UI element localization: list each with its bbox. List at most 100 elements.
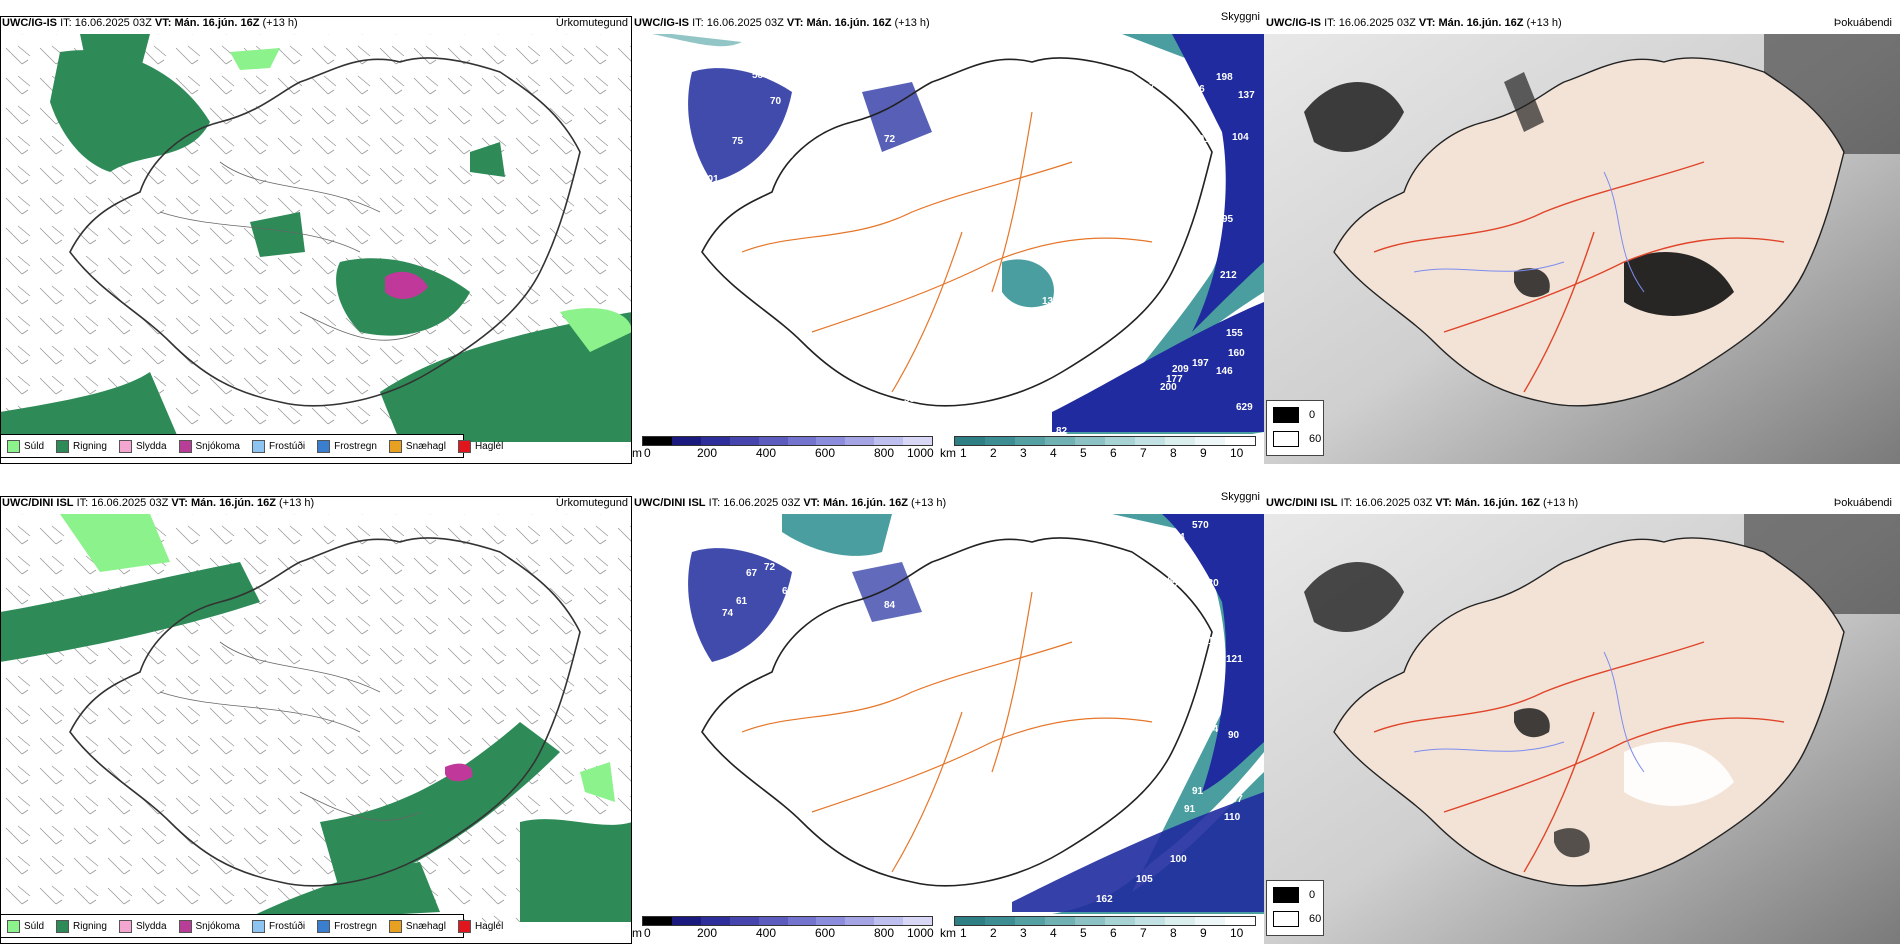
vis-tick: 8 xyxy=(1170,446,1177,460)
visibility-value: 127 xyxy=(1132,528,1149,539)
product-title: Skyggni xyxy=(1220,12,1260,23)
visibility-value: 96 xyxy=(818,654,830,665)
visibility-value: 106 xyxy=(1160,134,1177,145)
it-label: IT: xyxy=(60,17,72,29)
elev-tick: 0 xyxy=(644,446,651,460)
legend-label: Slydda xyxy=(135,920,167,932)
legend-swatch xyxy=(118,919,132,933)
model-name: UWC/IG-IS xyxy=(1266,17,1321,29)
legend-swatch xyxy=(56,439,70,453)
visibility-value: 67 xyxy=(816,598,828,609)
fog-low-label: 0 xyxy=(1309,889,1316,901)
visibility-value: 90 xyxy=(1228,730,1240,741)
legend-swatch xyxy=(317,439,331,453)
product-title: Úrkomutegund xyxy=(555,17,628,29)
model-name: UWC/DINI ISL xyxy=(2,497,74,509)
visibility-value: 104 xyxy=(1232,132,1249,143)
visibility-colorbar: km 1 2 3 4 5 6 7 8 9 10 xyxy=(940,434,1260,464)
panel-header: UWC/IG-IS IT: 16.06.2025 03Z VT: Mán. 16… xyxy=(1264,12,1900,34)
elevation-strip xyxy=(642,436,933,446)
visibility-value: 114 xyxy=(1202,724,1219,735)
legend-label: Snjókoma xyxy=(195,920,240,932)
visibility-value: 110132 xyxy=(1188,134,1221,145)
visibility-value: 67 xyxy=(746,568,758,579)
visibility-value: 84 xyxy=(884,600,896,611)
fog-legend: 0 60 xyxy=(1266,400,1324,456)
visibility-value: 72 xyxy=(764,562,776,573)
visibility-value: 136 xyxy=(1138,570,1155,581)
visibility-value: 83 xyxy=(792,124,804,135)
it-value: 16.06.2025 03Z xyxy=(91,497,169,509)
fog-low-label: 0 xyxy=(1309,409,1316,421)
visibility-value: 120 xyxy=(1202,578,1219,589)
visibility-value: 56 xyxy=(1172,578,1184,589)
visibility-strip xyxy=(954,916,1256,926)
terrain-lines xyxy=(159,641,421,821)
panel-fog-bottom: UWC/DINI ISL IT: 16.06.2025 03Z VT: Mán.… xyxy=(1264,492,1900,944)
vt-value: Mán. 16.jún. 16Z xyxy=(1454,497,1540,509)
precip-map xyxy=(0,34,632,442)
fog-area xyxy=(1624,252,1734,316)
legend-label: Haglél xyxy=(474,440,504,452)
legend-label: Snjókoma xyxy=(195,440,240,452)
visibility-value: 120 xyxy=(922,388,939,399)
elev-tick: 800 xyxy=(874,446,895,460)
vt-label: VT: xyxy=(803,497,820,509)
legend-swatch xyxy=(317,919,331,933)
vis-unit: km xyxy=(940,446,956,460)
visibility-value: 212 xyxy=(1220,270,1237,281)
visibility-value: 135 xyxy=(1208,636,1225,647)
visibility-value: 61 xyxy=(736,596,748,607)
legend-swatch xyxy=(178,919,192,933)
lead-time: (+13 h) xyxy=(910,497,947,509)
rain-area xyxy=(320,722,560,892)
vt-label: VT: xyxy=(171,497,188,509)
rain-area xyxy=(470,142,505,177)
visibility-value: 74 xyxy=(722,608,734,619)
sea-low-vis xyxy=(1162,514,1264,792)
visibility-value: 108 xyxy=(1138,52,1155,63)
visibility-value: 107 xyxy=(1226,794,1243,805)
legend-label: Snæhagl xyxy=(405,920,446,932)
elev-tick: 800 xyxy=(874,926,895,940)
visibility-value: 110 xyxy=(1224,812,1241,823)
legend-label: Haglél xyxy=(474,920,504,932)
sea-low-vis xyxy=(1172,34,1264,332)
vis-tick: 1 xyxy=(960,926,967,940)
fog-map xyxy=(1264,34,1900,464)
precip-legend: Súld Rigning Slydda Snjókoma Frostúði Fr… xyxy=(0,434,503,458)
visibility-value: 91 xyxy=(1192,786,1204,797)
panel-visibility-bottom: UWC/DINI ISL IT: 16.06.2025 03Z VT: Mán.… xyxy=(632,492,1264,944)
visibility-value: 72 xyxy=(884,134,896,145)
vis-tick: 3 xyxy=(1020,446,1027,460)
fog-map xyxy=(1264,514,1900,944)
sea-mid-vis xyxy=(652,34,742,47)
legend-label: Frostúði xyxy=(268,440,306,452)
vis-tick: 5 xyxy=(1080,926,1087,940)
roads xyxy=(741,111,1153,393)
legend-swatch xyxy=(7,919,20,933)
iceland-land xyxy=(1333,537,1845,887)
roads xyxy=(741,591,1153,873)
product-title: Úrkomutegund xyxy=(555,497,628,509)
visibility-value: 198 xyxy=(1216,72,1233,83)
low-vis-area xyxy=(852,562,922,622)
visibility-value: 107 xyxy=(1148,604,1165,615)
vis-tick: 6 xyxy=(1110,446,1117,460)
it-label: IT: xyxy=(1340,497,1353,509)
vt-value: Mán. 16.jún. 16Z xyxy=(806,17,892,29)
visibility-value: 570 xyxy=(1192,520,1209,531)
legend-item: Snjókoma xyxy=(178,919,240,933)
visibility-value: 45 xyxy=(1084,782,1096,793)
visibility-value: 135 xyxy=(800,100,817,111)
drizzle-area xyxy=(60,514,170,572)
lead-time: (+13 h) xyxy=(894,17,930,29)
vt-value: Mán. 16.jún. 16Z xyxy=(174,17,260,29)
legend-label: Frostregn xyxy=(334,920,377,932)
legend-label: Snæhagl xyxy=(405,440,446,452)
legend-swatch xyxy=(56,919,70,933)
visibility-value: 82 xyxy=(1056,426,1068,437)
legend-item: Frostregn xyxy=(317,919,377,933)
